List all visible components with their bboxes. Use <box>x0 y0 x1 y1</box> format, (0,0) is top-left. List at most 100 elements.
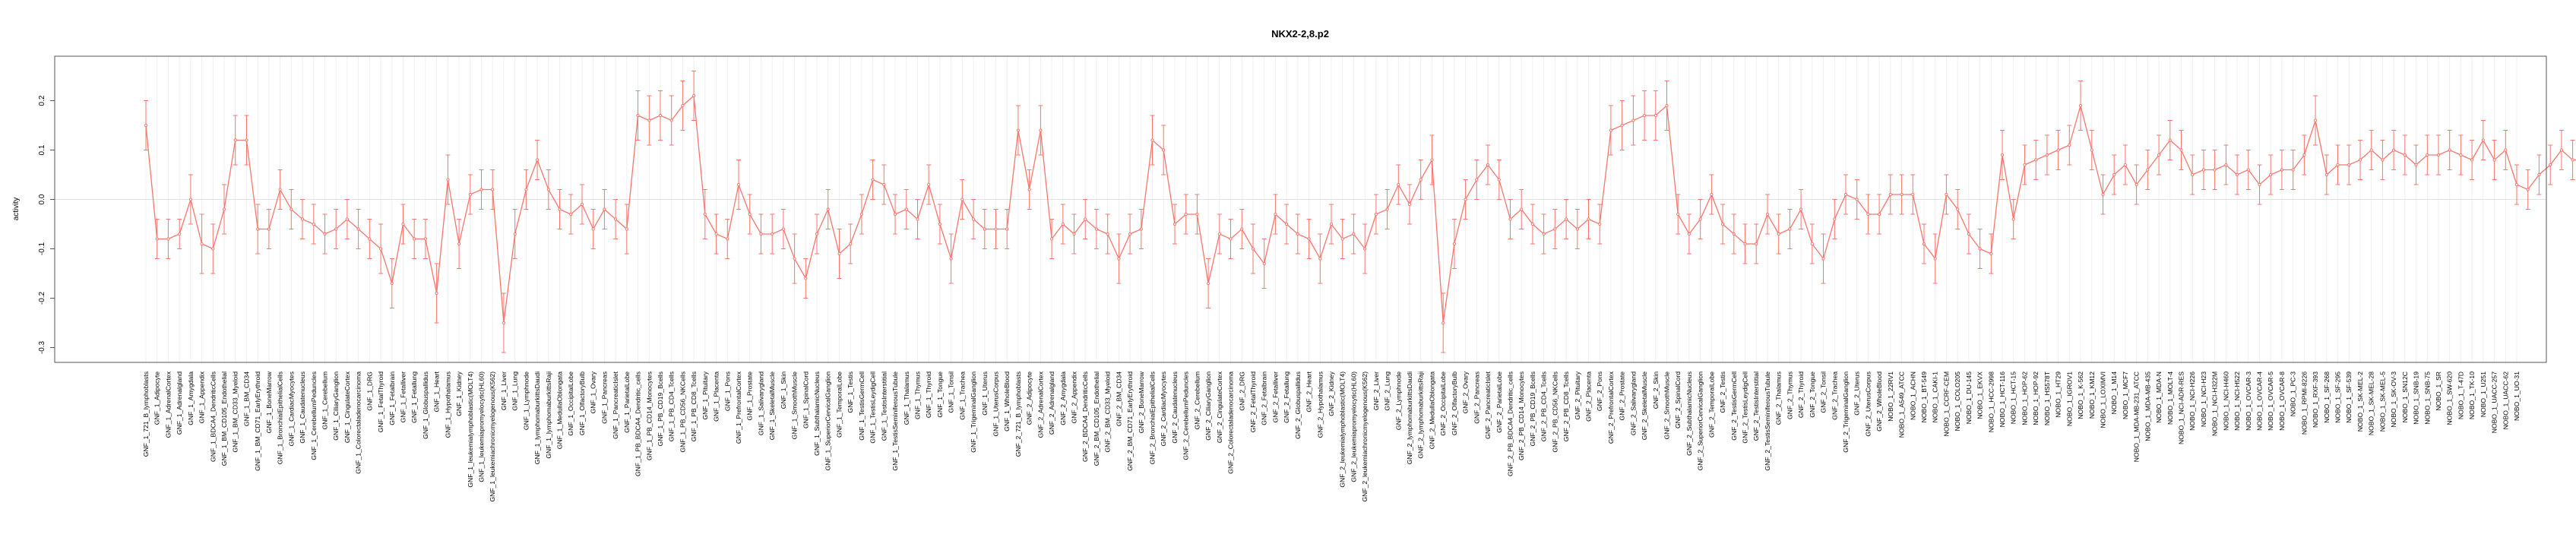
x-tick-label: GNF_2_SkeletalMuscle <box>1641 372 1648 440</box>
data-point <box>1039 128 1043 132</box>
data-point <box>222 207 226 211</box>
data-point <box>1475 178 1479 182</box>
data-point <box>2191 172 2195 177</box>
x-tick-label: GNF_2_PB_CD14_Monocytes <box>1517 372 1525 460</box>
x-tick-label: GNF_1_Placenta <box>713 372 720 422</box>
x-tick-label: GNF_1_BM_CD34 <box>243 372 251 426</box>
x-tick-label: GNF_1_BM_CD33_Myeloid <box>232 372 239 453</box>
x-tick-label: GNF_2_Thymus <box>1786 372 1793 419</box>
data-point <box>1486 163 1490 167</box>
data-point <box>2291 168 2295 172</box>
x-tick-label: GNF_1_PB_CD19_Bcells <box>657 372 664 446</box>
x-tick-label: GNF_1_PB_CD56_NKCells <box>679 372 686 453</box>
data-point <box>1329 222 1334 226</box>
data-point <box>2526 188 2530 191</box>
data-point <box>2090 148 2093 152</box>
x-tick-label: NOBO_1_UACC-257 <box>2491 372 2498 433</box>
x-tick-label: GNF_2_Kidney <box>1328 371 1335 416</box>
x-tick-label: GNF_1_SuperiorCervicalGanglion <box>824 372 832 471</box>
x-tick-label: GNF_2_lymphomaburkittsDaudi <box>1406 372 1413 464</box>
x-tick-label: NOBO_1_BT-549 <box>1920 372 1928 423</box>
data-point <box>2045 153 2049 157</box>
x-tick-label: NOBO_1_SR <box>2435 372 2442 411</box>
x-tick-label: GNF_1_Adipocyte <box>153 372 161 425</box>
data-point <box>1665 103 1669 108</box>
data-point <box>413 237 416 241</box>
data-point <box>1397 182 1400 187</box>
data-point <box>1810 242 1814 246</box>
y-tick-label: -0.2 <box>38 291 46 305</box>
x-tick-label: GNF_1_Fetalbrain <box>388 372 396 425</box>
data-point <box>2369 148 2373 152</box>
data-point <box>1565 217 1568 221</box>
data-point <box>781 227 786 231</box>
data-point <box>524 188 528 191</box>
data-point <box>2224 163 2228 167</box>
x-tick-label: GNF_2_TestisLeydigCell <box>1742 372 1749 444</box>
data-point <box>1296 232 1299 236</box>
data-point <box>2034 158 2038 162</box>
data-point <box>1318 257 1322 261</box>
x-tick-label: GNF_1_Colorectaladenocarcinoma <box>355 372 362 474</box>
data-point <box>1978 247 1982 251</box>
data-point <box>423 237 428 241</box>
data-point <box>1710 192 1714 197</box>
x-tick-label: GNF_1_Tongue <box>936 372 944 418</box>
data-point <box>513 232 517 236</box>
x-tick-label: GNF_2_Fetalliver <box>1271 372 1279 422</box>
data-point <box>2504 148 2508 152</box>
x-tick-label: GNF_1_OlfactoryBulb <box>578 372 586 435</box>
x-tick-label: GNF_2_Adipocyte <box>1026 372 1033 425</box>
data-point <box>1464 198 1467 201</box>
x-tick-label: NOBO_1_SF-268 <box>2323 372 2331 423</box>
x-tick-label: GNF_2_TrigeminalGanglion <box>1842 372 1850 453</box>
x-tick-label: GNF_2_Appendix <box>1071 371 1078 423</box>
x-tick-label: GNF_2_PB_CD56_NKCells <box>1551 372 1559 453</box>
data-point <box>1676 212 1680 217</box>
data-point <box>2358 158 2362 162</box>
x-tick-label: GNF_2_FetalThyroid <box>1249 372 1257 432</box>
data-point <box>536 158 540 162</box>
data-point <box>144 123 148 128</box>
x-tick-label: GNF_1_Prostate <box>746 372 754 421</box>
data-point <box>614 217 618 221</box>
x-tick-label: GNF_1_PB_CD8_Tcells <box>690 372 698 441</box>
x-tick-label: GNF_2_lymphomaburkittsRaji <box>1417 372 1425 459</box>
data-point <box>669 119 673 122</box>
data-point <box>1687 232 1691 236</box>
plot-frame <box>54 55 2547 363</box>
data-point <box>2470 158 2474 162</box>
x-tick-label: GNF_1_Thyroid <box>925 372 932 418</box>
data-point <box>1094 227 1099 231</box>
x-tick-label: NOBO_1_KM12 <box>2088 372 2096 419</box>
data-point <box>1251 247 1255 251</box>
x-tick-label: GNF_2_Fetalbrain <box>1261 372 1268 425</box>
data-point <box>2481 138 2485 142</box>
data-point <box>1084 217 1087 221</box>
x-tick-label: GNF_1_Caudatenucleus <box>299 372 306 444</box>
data-point <box>2280 168 2283 172</box>
data-point <box>1497 178 1501 182</box>
x-tick-label: GNF_2_Uterus <box>1853 372 1861 416</box>
data-point <box>233 138 237 142</box>
x-tick-label: GNF_1_PB_CD4_Tcells <box>668 372 676 441</box>
x-tick-label: NOBO_1_HOP-62 <box>2021 372 2029 425</box>
data-point <box>368 237 372 241</box>
x-tick-label: NOBO_1_IGROV1 <box>2065 372 2073 426</box>
data-point <box>1542 232 1546 236</box>
x-tick-label: GNF_2_MedullaOblongata <box>1429 372 1436 449</box>
x-tick-label: NOBO_1_MDA-N <box>2155 372 2163 423</box>
data-point <box>2347 163 2351 167</box>
data-point <box>1821 257 1825 261</box>
x-tick-label: NOBO_1_TK-10 <box>2468 372 2476 419</box>
x-tick-label: GNF_1_DRG <box>366 372 373 411</box>
x-tick-label: GNF_1_Fetallung <box>410 372 418 423</box>
data-point <box>2213 168 2217 172</box>
data-point <box>379 247 383 251</box>
x-tick-label: GNF_1_Uterus <box>981 372 989 416</box>
x-tick-label: NOBO_1_SK-MEL-28 <box>2368 372 2375 435</box>
x-tick-label: GNF_1_BM_CD105_Endothelial <box>220 372 228 466</box>
data-point <box>356 227 360 231</box>
data-point <box>882 182 886 187</box>
data-point <box>155 237 159 241</box>
